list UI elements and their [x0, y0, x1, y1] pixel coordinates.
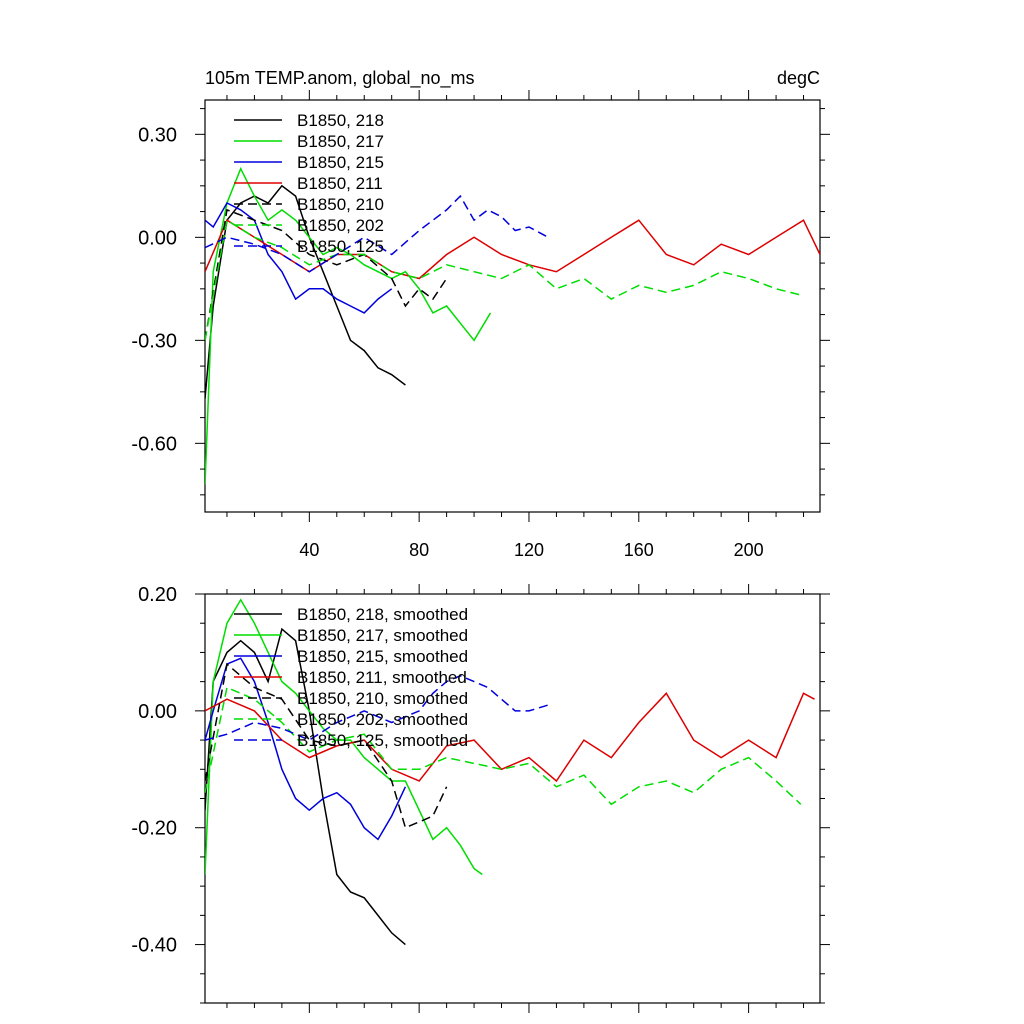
legend: B1850, 218 B1850, 217 B1850, 215 B1850, 211…: [234, 111, 384, 256]
plot-frame: [204, 99, 821, 513]
series-group: [205, 166, 820, 485]
x-tick-label: 80: [409, 540, 429, 560]
y-tick-label: 0.00: [138, 701, 177, 723]
x-tick-label: 40: [299, 540, 319, 560]
legend-label: B1850, 218, smoothed: [297, 605, 468, 624]
y-tick-label: 0.30: [138, 124, 177, 146]
legend-label: B1850, 125, smoothed: [297, 731, 468, 750]
legend-label: B1850, 217, smoothed: [297, 626, 468, 645]
series-line-3: [205, 657, 407, 841]
y-tick-label: -0.60: [131, 433, 177, 455]
chart-title: 105m TEMP.anom, global_no_ms: [205, 68, 475, 89]
series-line-7: [205, 194, 549, 273]
legend-label: B1850, 211, smoothed: [297, 668, 467, 687]
series-line-1: [205, 184, 406, 399]
legend-label: B1850, 215, smoothed: [297, 647, 468, 666]
series-line-2: [205, 598, 483, 876]
y-tick-label: 0.00: [138, 227, 177, 249]
x-tick-label: 200: [734, 540, 764, 560]
series-line-1: [205, 627, 406, 946]
x-tick-label: 120: [514, 540, 544, 560]
legend-label: B1850, 125: [297, 237, 384, 256]
series-line-5: [205, 208, 448, 341]
y-tick-label: -0.30: [131, 330, 177, 352]
chart-panel-1: 105m TEMP.anom, global_no_ms degC 40 80 120 1…: [131, 68, 830, 560]
series-line-6: [205, 218, 804, 341]
x-tick-label: 160: [624, 540, 654, 560]
legend-label: B1850, 202, smoothed: [297, 710, 468, 729]
series-line-7: [205, 674, 549, 741]
legend: B1850, 218, smoothed B1850, 217, smoothed…: [234, 605, 468, 750]
legend-label: B1850, 202: [297, 216, 384, 235]
legend-label: B1850, 210, smoothed: [297, 689, 468, 708]
legend-label: B1850, 211: [297, 174, 383, 193]
legend-label: B1850, 218: [297, 111, 384, 130]
series-line-6: [205, 686, 802, 806]
series-line-5: [205, 662, 448, 829]
y-tick-label: 0.20: [138, 584, 177, 606]
series-line-4: [205, 219, 820, 280]
series-line-3: [205, 202, 393, 314]
y-tick-label: -0.20: [131, 818, 177, 840]
legend-label: B1850, 217: [297, 132, 384, 151]
y-tick-label: -0.40: [131, 935, 177, 957]
series-group: [205, 598, 815, 946]
legend-label: B1850, 215: [297, 153, 384, 172]
series-line-4: [205, 692, 815, 783]
legend-label: B1850, 210: [297, 195, 384, 214]
chart-units: degC: [777, 68, 820, 88]
